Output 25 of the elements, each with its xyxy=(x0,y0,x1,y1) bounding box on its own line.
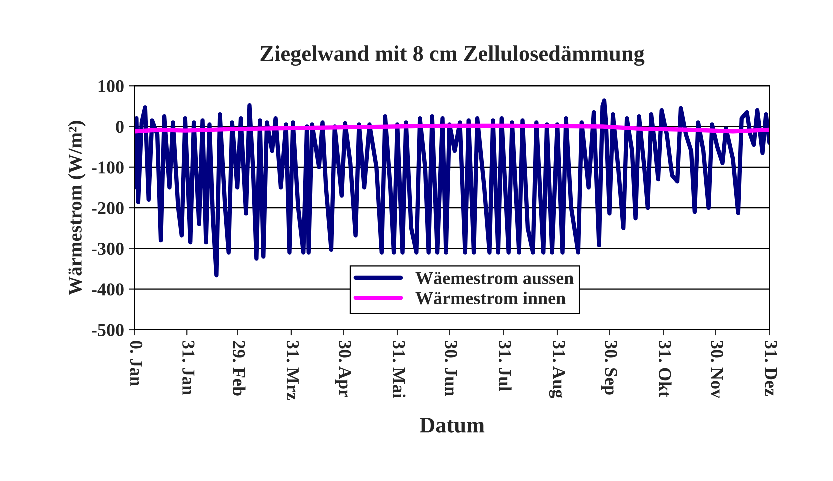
legend-label: Wärmestrom innen xyxy=(416,292,566,305)
y-tick-label: -400 xyxy=(92,284,124,296)
x-tick-label: 30. Nov xyxy=(711,341,724,399)
y-tick-label: 0 xyxy=(116,121,124,134)
y-tick-label: -500 xyxy=(92,324,124,336)
y-tick-label: 100 xyxy=(98,80,124,93)
y-tick-label: -200 xyxy=(92,202,124,214)
x-tick-label: 0. Jan xyxy=(130,341,143,386)
y-tick-label: -300 xyxy=(92,242,124,256)
x-tick-label: 30. Apr xyxy=(335,341,352,398)
legend-label: Wäemestrom aussen xyxy=(416,272,574,285)
x-tick-label: 29. Feb xyxy=(232,341,246,396)
x-tick-label: 31. Jan xyxy=(182,341,195,396)
y-tick-label: -100 xyxy=(92,162,124,174)
x-tick-label: 31. Dez xyxy=(765,341,778,396)
x-tick-label: 31. Mai xyxy=(392,341,406,398)
x-tick-label: 31. Okt xyxy=(659,341,672,398)
x-tick-label: 31. Mrz xyxy=(286,341,300,400)
x-tick-label: 31. Aug xyxy=(549,341,566,398)
y-axis-title: Wärmestrom (W/m²) xyxy=(68,121,86,296)
x-tick-label: 30. Sep xyxy=(602,341,618,395)
chart-title: Ziegelwand mit 8 cm Zellulosedämmung xyxy=(260,46,645,66)
x-tick-label: 31. Jul xyxy=(499,341,512,392)
x-tick-label: 30. Jun xyxy=(445,341,458,396)
x-axis-title: Datum xyxy=(420,418,485,433)
